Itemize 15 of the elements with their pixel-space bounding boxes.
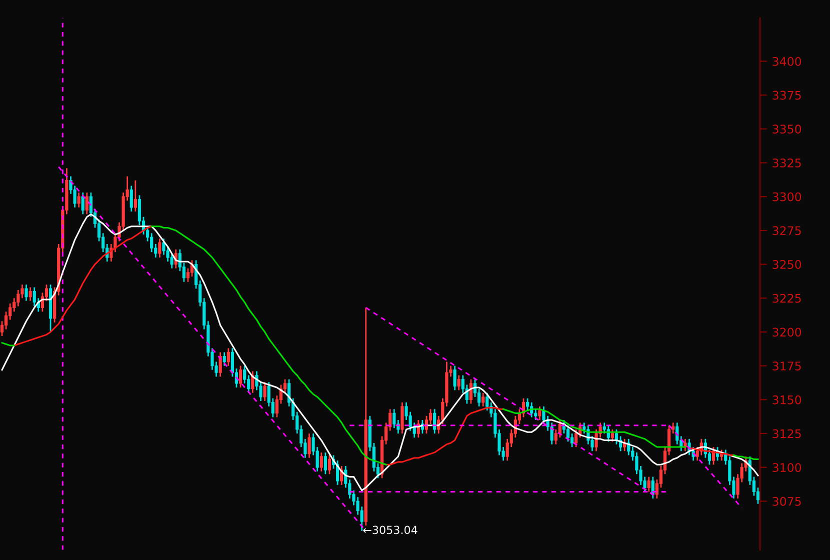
y-tick-label: 3075: [772, 496, 801, 506]
y-tick-label: 3225: [772, 294, 801, 303]
y-tick-label: 3125: [772, 429, 801, 438]
y-tick-label: 3150: [772, 395, 802, 404]
annotation: ←3053.04: [363, 526, 418, 534]
y-tick-label: 3200: [772, 328, 802, 337]
y-tick-label: 3350: [772, 124, 802, 134]
y-tick-label: 3100: [772, 463, 802, 472]
y-tick-label: 3325: [772, 158, 801, 168]
y-tick-label: 3250: [772, 260, 802, 269]
y-tick-label: 3375: [772, 90, 801, 100]
y-tick-label: 3175: [772, 362, 801, 370]
y-tick-label: 3275: [772, 226, 801, 236]
y-tick-label: 3300: [772, 192, 802, 202]
y-tick-label: 3400: [772, 56, 802, 66]
